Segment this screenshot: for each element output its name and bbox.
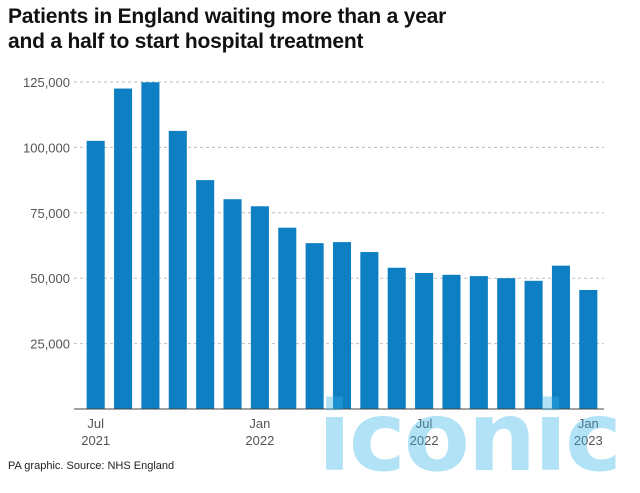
chart-title-line-2: and a half to start hospital treatment <box>8 30 364 53</box>
bar-apr-2022 <box>332 242 352 409</box>
chart-title-line-1: Patients in England waiting more than a … <box>8 5 447 28</box>
bar-oct-2021 <box>168 130 187 410</box>
x-tick-label: 2023 <box>574 433 603 448</box>
y-tick-label: 100,000 <box>23 140 70 155</box>
x-tick-label: 2022 <box>410 433 439 448</box>
bar-jan-2023 <box>579 289 598 409</box>
bar-jan-2022 <box>250 206 269 409</box>
bar-sep-2021 <box>141 82 160 409</box>
x-tick-label: 2022 <box>245 433 274 448</box>
chart-title: Patients in England waiting more than a … <box>8 4 628 54</box>
y-tick-label: 75,000 <box>30 206 70 221</box>
bar-may-2022 <box>360 252 379 409</box>
bar-oct-2022 <box>497 278 516 409</box>
bar-jul-2021 <box>86 140 105 410</box>
x-tick-label: Jul <box>416 416 433 431</box>
y-tick-label: 50,000 <box>30 271 70 286</box>
source-note: PA graphic. Source: NHS England <box>8 460 175 472</box>
bar-dec-2022 <box>551 265 570 409</box>
bar-jul-2022 <box>415 272 434 409</box>
y-tick-label: 25,000 <box>30 337 70 352</box>
bar-mar-2022 <box>305 243 324 409</box>
x-tick-label: Jan <box>578 416 599 431</box>
iconic-watermark: iconic <box>318 381 622 493</box>
bar-feb-2022 <box>278 227 297 409</box>
y-tick-label: 125,000 <box>23 75 70 90</box>
bar-aug-2022 <box>442 274 461 409</box>
bar-nov-2021 <box>196 180 215 409</box>
x-tick-label: Jan <box>249 416 270 431</box>
bar-nov-2022 <box>524 280 543 409</box>
bar-sep-2022 <box>469 276 488 409</box>
bar-jun-2022 <box>387 267 406 409</box>
x-tick-label: Jul <box>87 416 104 431</box>
bar-dec-2021 <box>223 199 242 409</box>
bar-chart: 25,000 50,000 75,000 100,000 125,000 Jul 2021 J… <box>23 75 604 448</box>
bar-aug-2021 <box>114 88 133 409</box>
x-tick-label: 2021 <box>81 433 110 448</box>
